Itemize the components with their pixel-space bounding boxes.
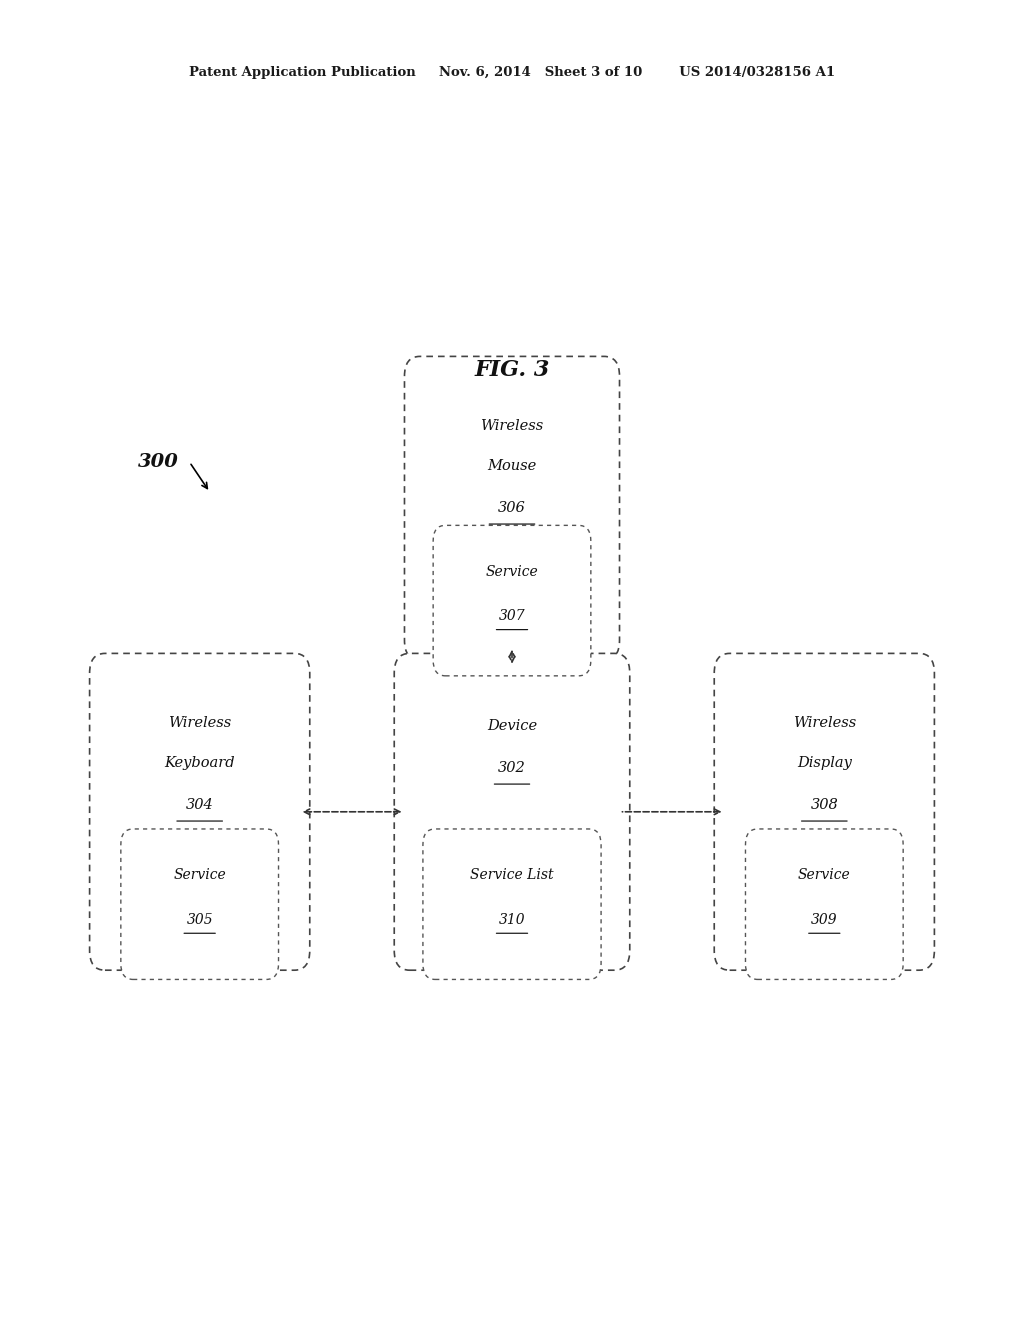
Text: Keyboard: Keyboard — [165, 756, 234, 770]
FancyBboxPatch shape — [433, 525, 591, 676]
Text: 302: 302 — [498, 762, 526, 775]
Text: 309: 309 — [811, 913, 838, 927]
Text: Display: Display — [797, 756, 852, 770]
FancyBboxPatch shape — [121, 829, 279, 979]
Text: FIG. 3: FIG. 3 — [474, 359, 550, 380]
FancyBboxPatch shape — [715, 653, 934, 970]
Text: Service: Service — [485, 565, 539, 578]
Text: 300: 300 — [138, 453, 179, 471]
FancyBboxPatch shape — [404, 356, 620, 660]
Text: 310: 310 — [499, 913, 525, 927]
Text: Mouse: Mouse — [487, 459, 537, 473]
Text: 308: 308 — [810, 799, 839, 812]
Text: 304: 304 — [185, 799, 214, 812]
FancyBboxPatch shape — [90, 653, 309, 970]
FancyBboxPatch shape — [394, 653, 630, 970]
FancyBboxPatch shape — [423, 829, 601, 979]
Text: Service: Service — [173, 869, 226, 882]
Text: Service List: Service List — [470, 869, 554, 882]
Text: Wireless: Wireless — [480, 420, 544, 433]
Text: Patent Application Publication     Nov. 6, 2014   Sheet 3 of 10        US 2014/0: Patent Application Publication Nov. 6, 2… — [189, 66, 835, 79]
FancyBboxPatch shape — [745, 829, 903, 979]
Text: 305: 305 — [186, 913, 213, 927]
Text: 307: 307 — [499, 610, 525, 623]
Text: Wireless: Wireless — [168, 717, 231, 730]
Text: Device: Device — [487, 719, 537, 733]
Text: Wireless: Wireless — [793, 717, 856, 730]
Text: Service: Service — [798, 869, 851, 882]
Text: 306: 306 — [498, 502, 526, 515]
